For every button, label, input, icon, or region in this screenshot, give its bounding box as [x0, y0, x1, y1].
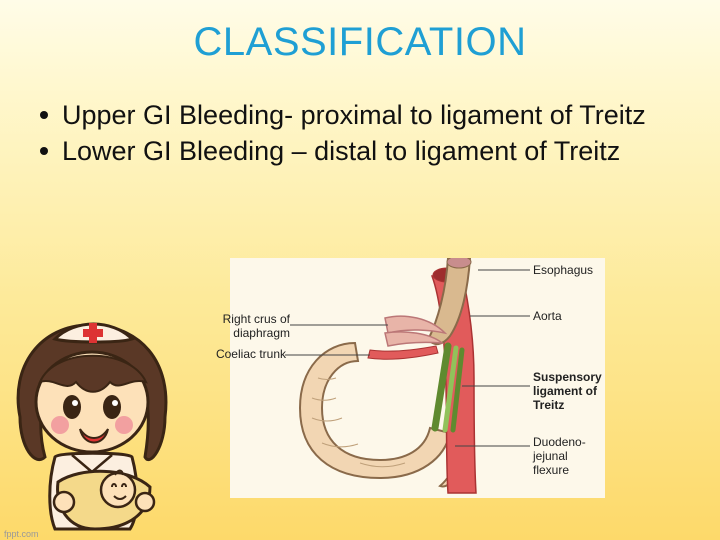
bullet-list: Upper GI Bleeding- proximal to ligament … [0, 65, 720, 168]
label-right-crus: Right crus of diaphragm [220, 313, 290, 341]
list-item: Lower GI Bleeding – distal to ligament o… [34, 135, 686, 167]
anatomy-diagram: Esophagus Aorta Suspensory ligament of T… [230, 258, 605, 498]
bullet-dot [40, 111, 48, 119]
mascot-svg [0, 307, 190, 532]
bullet-text: Upper GI Bleeding- proximal to ligament … [62, 99, 686, 131]
label-duod-jej: Duodeno- jejunal flexure [533, 436, 605, 477]
label-coeliac: Coeliac trunk [208, 348, 286, 362]
bullet-text: Lower GI Bleeding – distal to ligament o… [62, 135, 686, 167]
label-esophagus: Esophagus [533, 264, 593, 278]
nurse-mascot [0, 307, 190, 532]
list-item: Upper GI Bleeding- proximal to ligament … [34, 99, 686, 131]
label-aorta: Aorta [533, 310, 562, 324]
page-title: CLASSIFICATION [0, 0, 720, 65]
bullet-dot [40, 147, 48, 155]
footer-credit: fppt.com [4, 529, 39, 539]
label-suspensory: Suspensory ligament of Treitz [533, 371, 605, 412]
